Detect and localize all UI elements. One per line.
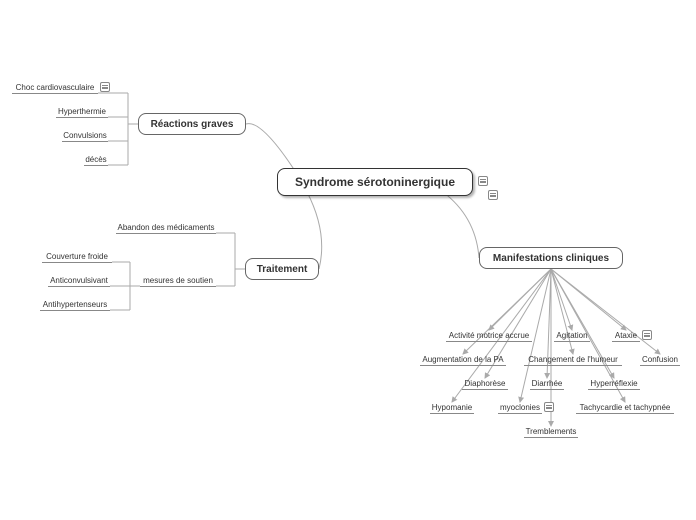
- note-icon: [544, 402, 554, 412]
- leaf-label: Changement de l'humeur: [528, 355, 618, 364]
- leaf-antihyp[interactable]: Antihypertenseurs: [40, 297, 110, 311]
- leaf-label: Activité motrice accrue: [449, 331, 529, 340]
- branch-manifest[interactable]: Manifestations cliniques: [479, 247, 623, 269]
- leaf-deces[interactable]: décès: [84, 152, 108, 166]
- leaf-hyperthermie[interactable]: Hyperthermie: [56, 104, 108, 118]
- leaf-label: Diarrhée: [532, 379, 563, 388]
- branch-label: Réactions graves: [151, 119, 234, 130]
- leaf-label: Hypomanie: [432, 403, 472, 412]
- leaf-label: Confusion: [642, 355, 678, 364]
- leaf-ataxie[interactable]: Ataxie: [612, 328, 640, 342]
- leaf-tremblements[interactable]: Tremblements: [524, 424, 578, 438]
- leaf-label: Choc cardiovasculaire: [16, 83, 95, 92]
- leaf-humeur[interactable]: Changement de l'humeur: [524, 352, 622, 366]
- leaf-label: Tremblements: [526, 427, 577, 436]
- leaf-activite[interactable]: Activité motrice accrue: [446, 328, 532, 342]
- leaf-diaphorese[interactable]: Diaphorèse: [462, 376, 508, 390]
- leaf-label: Ataxie: [615, 331, 637, 340]
- leaf-label: Diaphorèse: [465, 379, 506, 388]
- leaf-label: mesures de soutien: [143, 276, 213, 285]
- leaf-anticonv[interactable]: Anticonvulsivant: [48, 273, 110, 287]
- leaf-label: Anticonvulsivant: [50, 276, 108, 285]
- branch-traitement[interactable]: Traitement: [245, 258, 319, 280]
- leaf-agitation[interactable]: Agitation: [554, 328, 590, 342]
- leaf-convulsions[interactable]: Convulsions: [62, 128, 108, 142]
- branch-reactions[interactable]: Réactions graves: [138, 113, 246, 135]
- leaf-choc[interactable]: Choc cardiovasculaire: [12, 80, 98, 94]
- root-label: Syndrome sérotoninergique: [295, 175, 455, 189]
- leaf-label: décès: [85, 155, 106, 164]
- leaf-label: Agitation: [556, 331, 587, 340]
- leaf-soutien[interactable]: mesures de soutien: [140, 273, 216, 287]
- leaf-label: myoclonies: [500, 403, 540, 412]
- leaf-label: Hyperthermie: [58, 107, 106, 116]
- branch-label: Manifestations cliniques: [493, 253, 609, 264]
- leaf-diarrhee[interactable]: Diarrhée: [530, 376, 564, 390]
- leaf-label: Abandon des médicaments: [118, 223, 215, 232]
- leaf-label: Tachycardie et tachypnée: [580, 403, 671, 412]
- leaf-label: Convulsions: [63, 131, 107, 140]
- leaf-label: Antihypertenseurs: [43, 300, 107, 309]
- leaf-abandon[interactable]: Abandon des médicaments: [116, 220, 216, 234]
- leaf-confusion[interactable]: Confusion: [640, 352, 680, 366]
- leaf-myoclonies[interactable]: myoclonies: [498, 400, 542, 414]
- leaf-augpa[interactable]: Augmentation de la PA: [420, 352, 506, 366]
- leaf-hypomanie[interactable]: Hypomanie: [430, 400, 474, 414]
- note-icon: [100, 82, 110, 92]
- leaf-label: Hyperréflexie: [590, 379, 637, 388]
- note-icon: [642, 330, 652, 340]
- leaf-tachy[interactable]: Tachycardie et tachypnée: [576, 400, 674, 414]
- leaf-label: Augmentation de la PA: [422, 355, 503, 364]
- leaf-couverture[interactable]: Couverture froide: [42, 249, 112, 263]
- note-icon: [478, 176, 488, 186]
- leaf-label: Couverture froide: [46, 252, 108, 261]
- root-node[interactable]: Syndrome sérotoninergique: [277, 168, 473, 196]
- note-icon: [488, 190, 498, 200]
- branch-label: Traitement: [257, 264, 308, 275]
- leaf-hyperreflexie[interactable]: Hyperréflexie: [588, 376, 640, 390]
